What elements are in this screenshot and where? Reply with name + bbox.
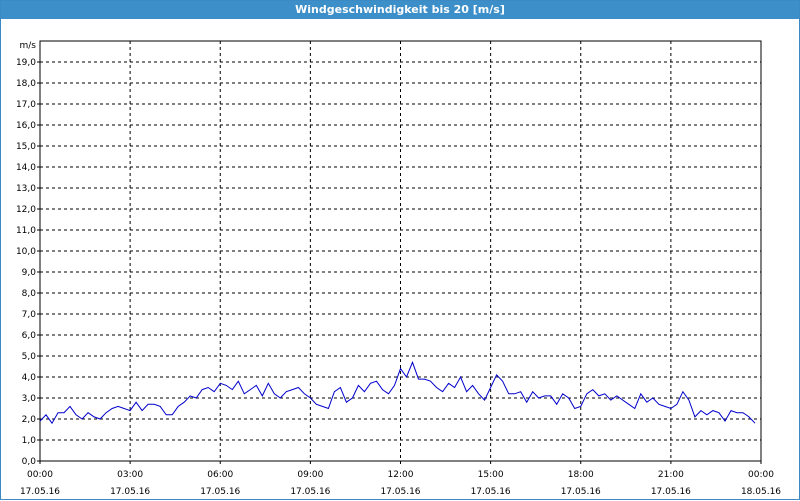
x-tick-time-label: 00:00 [27, 470, 53, 480]
y-tick-label: 3,0 [22, 394, 37, 404]
x-tick-date-label: 17.05.16 [20, 487, 60, 497]
y-tick-label: 16,0 [16, 121, 36, 131]
x-tick-date-label: 17.05.16 [651, 487, 691, 497]
x-tick-time-label: 00:00 [748, 470, 774, 480]
y-tick-label: 2,0 [22, 415, 37, 425]
y-tick-label: 8,0 [22, 289, 37, 299]
x-tick-date-label: 17.05.16 [471, 487, 511, 497]
y-tick-label: 9,0 [22, 268, 37, 278]
x-tick-date-label: 17.05.16 [110, 487, 150, 497]
y-tick-label: 5,0 [22, 352, 37, 362]
x-tick-date-label: 18.05.16 [741, 487, 781, 497]
x-tick-time-label: 09:00 [297, 470, 323, 480]
y-tick-label: 7,0 [22, 310, 37, 320]
x-tick-time-label: 06:00 [207, 470, 233, 480]
y-tick-label: 6,0 [22, 331, 37, 341]
y-tick-label: 17,0 [16, 100, 36, 110]
x-tick-date-label: 17.05.16 [290, 487, 330, 497]
x-tick-time-label: 21:00 [658, 470, 684, 480]
x-tick-date-label: 17.05.16 [561, 487, 601, 497]
x-tick-time-label: 03:00 [117, 470, 143, 480]
y-tick-label: 0,0 [22, 457, 37, 467]
x-tick-date-label: 17.05.16 [380, 487, 420, 497]
y-axis-label: m/s [20, 41, 37, 51]
wind-speed-line [39, 360, 756, 425]
y-tick-label: 14,0 [16, 163, 36, 173]
y-tick-label: 1,0 [22, 436, 37, 446]
y-tick-label: 18,0 [16, 79, 36, 89]
y-tick-label: 10,0 [16, 247, 36, 257]
x-tick-time-label: 15:00 [478, 470, 504, 480]
x-tick-date-label: 17.05.16 [200, 487, 240, 497]
chart-title: Windgeschwindigkeit bis 20 [m/s] [1, 1, 799, 19]
x-tick-time-label: 12:00 [388, 470, 414, 480]
y-tick-label: 19,0 [16, 58, 36, 68]
y-tick-label: 12,0 [16, 205, 36, 215]
x-tick-time-label: 18:00 [568, 470, 594, 480]
y-tick-label: 4,0 [22, 373, 37, 383]
y-tick-label: 15,0 [16, 142, 36, 152]
y-tick-label: 11,0 [16, 226, 36, 236]
y-tick-label: 13,0 [16, 184, 36, 194]
